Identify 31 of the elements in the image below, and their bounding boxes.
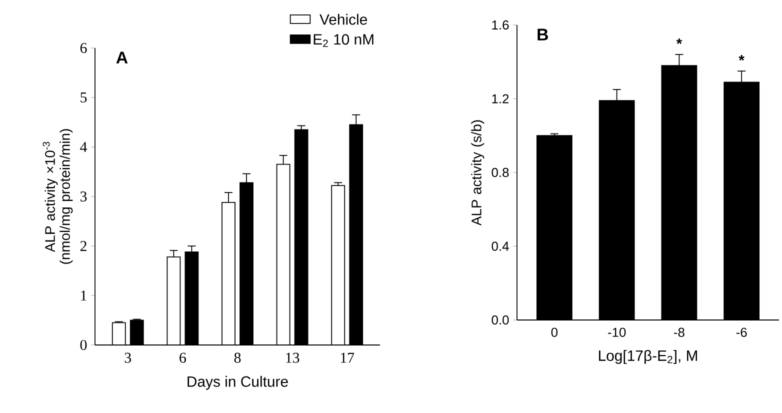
annotation: * [738,55,744,61]
y-tick-label: 4 [80,142,88,152]
y-tick-label: 2 [80,241,86,251]
x-tick-label: -6 [736,328,747,337]
x-tick-label: 3 [124,352,132,363]
x-axis-title: Days in Culture [188,376,288,390]
legend-label: E$_{2}$ 10 nM [314,34,374,47]
y-axis-title: ALP activity (s/b) [471,120,484,226]
y-tick-label: 0.0 [492,315,509,325]
x-tick-label: 17 [340,352,354,363]
y-tick-label: 0 [80,340,87,350]
x-tick-label: 13 [286,352,300,363]
x-tick-label: -10 [608,328,626,337]
y-tick-label: 1 [81,290,86,300]
chart-title: B [538,28,548,40]
y-tick-label: 1.2 [492,94,509,104]
x-tick-label: -8 [674,328,684,337]
y-tick-label: 6 [80,42,87,54]
y-axis-title: ALP activity ×10$^{-3}$ (nmol/mg protein/min) [42,129,73,264]
y-tick-label: 1.6 [492,20,509,30]
y-tick-label: 3 [80,191,87,202]
legend-label: Vehicle [320,14,367,25]
x-axis-title: Log[17β-E$_{2}$], M [598,350,698,364]
y-tick-label: 0.4 [492,242,509,251]
y-tick-label: 5 [80,92,87,102]
x-tick-label: 8 [234,352,241,363]
x-tick-label: 6 [180,352,186,363]
annotation: * [676,38,682,44]
y-tick-label: 0.8 [492,168,509,178]
x-tick-label: 0 [551,328,558,337]
chart-title: A [116,52,128,64]
